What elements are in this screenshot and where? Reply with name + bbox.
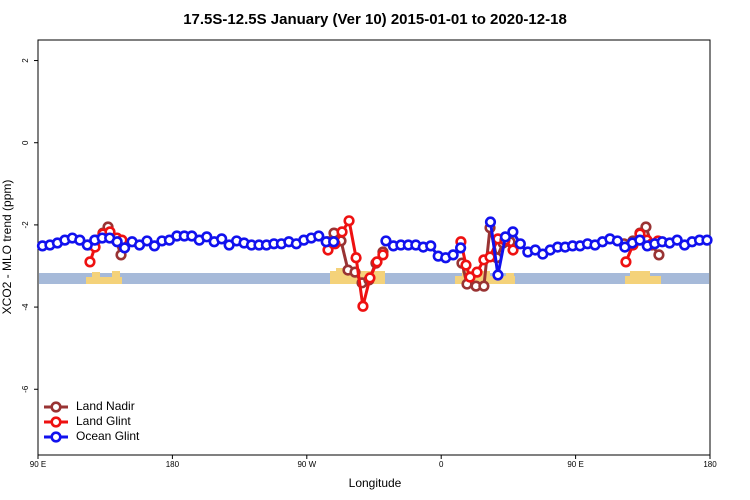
point — [507, 226, 519, 238]
point — [653, 249, 665, 261]
point — [81, 239, 93, 251]
y-tick-label: -6 — [21, 385, 30, 393]
point — [377, 249, 389, 261]
point — [455, 242, 467, 254]
point — [671, 234, 683, 246]
point — [484, 216, 497, 228]
y-axis-label: XCO2 - MLO trend (ppm) — [0, 180, 14, 315]
x-tick-label: 180 — [703, 460, 717, 469]
point — [84, 256, 96, 268]
point — [336, 226, 348, 238]
point — [514, 238, 526, 250]
point — [701, 234, 713, 246]
point — [380, 235, 392, 247]
point — [425, 240, 437, 252]
point — [484, 251, 496, 263]
x-tick-label: 180 — [166, 460, 180, 469]
point — [447, 249, 459, 261]
legend-label: Ocean Glint — [76, 429, 140, 443]
point — [611, 235, 624, 247]
point — [111, 236, 123, 248]
series-1 — [84, 215, 664, 312]
point — [464, 271, 476, 283]
point — [343, 215, 355, 227]
point — [313, 230, 325, 242]
point — [328, 236, 340, 248]
point — [350, 252, 362, 264]
point — [478, 280, 490, 292]
legend-swatch-point — [50, 401, 62, 413]
point — [74, 234, 86, 246]
y-tick-label: -2 — [21, 221, 30, 229]
legend-label: Land Glint — [76, 414, 131, 428]
point — [141, 235, 153, 247]
point — [620, 256, 632, 268]
point — [640, 221, 652, 233]
point — [119, 242, 131, 254]
point — [492, 269, 504, 281]
point — [371, 256, 383, 268]
x-tick-label: 90 E — [30, 460, 46, 469]
point — [364, 272, 376, 284]
y-tick-label: 0 — [21, 140, 30, 145]
point — [148, 240, 161, 252]
point — [471, 266, 483, 278]
x-tick-label: 90 W — [297, 460, 316, 469]
point — [499, 231, 512, 243]
legend-label: Land Nadir — [76, 399, 135, 413]
legend-swatch-point — [50, 416, 62, 428]
x-tick-label: 0 — [439, 460, 444, 469]
point — [507, 244, 519, 256]
point — [357, 300, 369, 312]
y-tick-label: -4 — [21, 303, 30, 311]
point — [216, 233, 228, 245]
legend-swatch-point — [50, 431, 62, 443]
point — [634, 234, 646, 246]
x-tick-label: 90 E — [567, 460, 583, 469]
point — [460, 259, 472, 271]
x-axis-label: Longitude — [349, 476, 402, 490]
point — [201, 231, 213, 243]
chart-title: 17.5S-12.5S January (Ver 10) 2015-01-01 … — [183, 11, 567, 28]
series-2 — [36, 216, 713, 281]
y-tick-label: 2 — [21, 58, 30, 63]
